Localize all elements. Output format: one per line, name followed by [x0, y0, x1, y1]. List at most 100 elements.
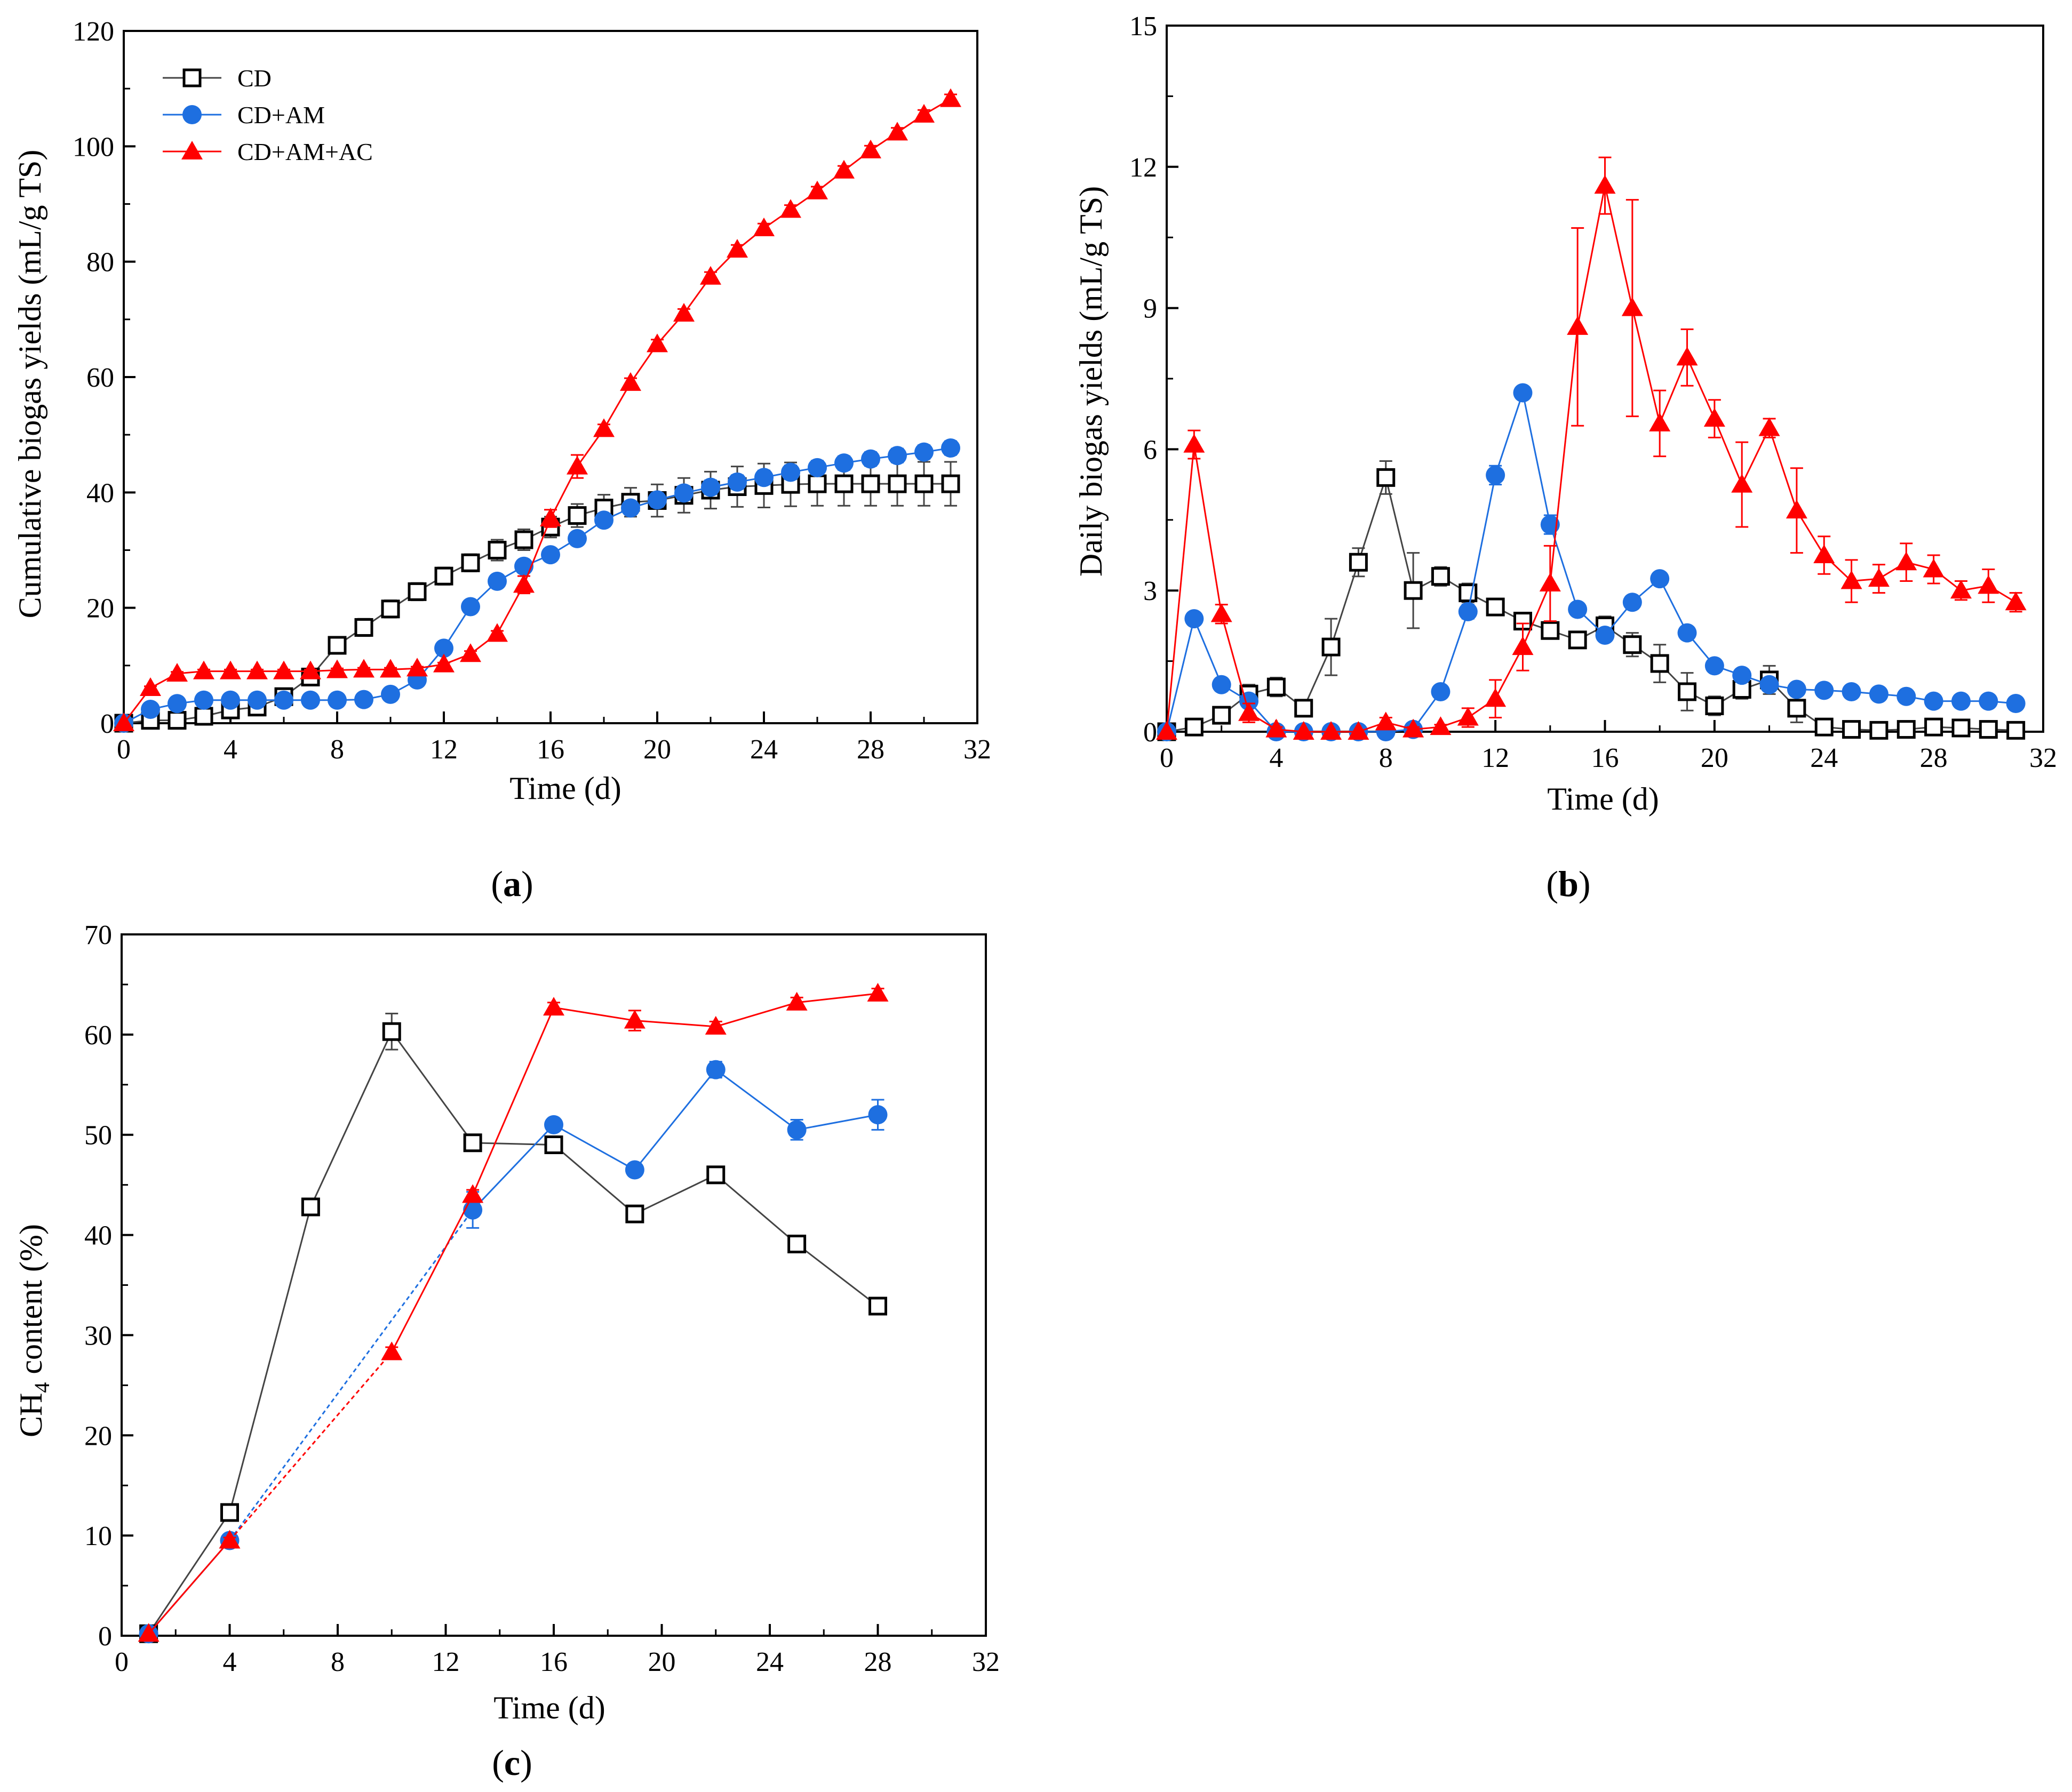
series-line-segment [1522, 583, 1551, 647]
series-line-segment [634, 1020, 716, 1028]
data-point [861, 449, 880, 469]
data-point [705, 1015, 727, 1035]
panel-b-ytick-label: 12 [1129, 153, 1157, 183]
data-point [1402, 718, 1424, 738]
data-point [888, 474, 907, 493]
data-point [220, 660, 241, 679]
series-line-segment [715, 1069, 798, 1131]
data-point [1678, 682, 1697, 701]
data-point [625, 1204, 644, 1223]
data-point [461, 553, 480, 572]
data-point [706, 1165, 726, 1185]
series-line-segment [1714, 418, 1743, 485]
data-point [1238, 702, 1260, 721]
panel-a-ytick-label: 80 [86, 247, 114, 278]
data-point [1212, 675, 1231, 694]
data-point [382, 1022, 401, 1041]
data-point [328, 690, 347, 710]
data-point [753, 217, 775, 236]
data-point [807, 180, 828, 199]
series-line-segment [796, 1243, 879, 1307]
data-point [2006, 694, 2026, 714]
panel-c-xtick-label: 0 [115, 1647, 129, 1677]
data-point [1212, 706, 1231, 725]
panel-c-ytick-label: 70 [84, 920, 112, 950]
data-point [1676, 347, 1698, 366]
panel-a-xtick-label: 0 [117, 734, 131, 765]
series-line-segment [553, 1124, 635, 1171]
series-line-segment [229, 1206, 312, 1513]
data-point [1842, 682, 1861, 701]
panel-a-xtick-label: 4 [224, 734, 237, 765]
panel-a-xtick-label: 12 [430, 734, 458, 765]
series-line-segment [229, 1351, 393, 1541]
data-point [1924, 717, 1943, 737]
series-line-segment [796, 1114, 878, 1131]
data-point [1951, 691, 1971, 711]
panel-a-xtick-label: 28 [857, 734, 884, 765]
data-point [701, 477, 720, 497]
data-point [274, 690, 293, 710]
panel-c-ytick-label: 30 [84, 1321, 112, 1351]
data-point [833, 159, 855, 179]
data-point [1787, 699, 1806, 718]
data-point [940, 88, 961, 107]
data-point [1183, 434, 1205, 453]
data-point [488, 571, 507, 591]
data-point [568, 529, 587, 548]
series-line-segment [715, 1174, 798, 1245]
panel-b-xtick-label: 20 [1701, 743, 1728, 773]
data-point [2005, 591, 2027, 611]
data-point [1486, 597, 1505, 617]
data-point [1950, 580, 1972, 599]
series-line-segment [1549, 326, 1579, 584]
data-point [354, 690, 373, 709]
data-point [647, 333, 668, 353]
data-point [544, 1115, 563, 1134]
data-point [381, 684, 400, 704]
data-point [674, 483, 694, 503]
data-point [2006, 721, 2026, 740]
data-point [408, 582, 427, 601]
data-point [328, 636, 347, 655]
data-point [1869, 721, 1888, 740]
data-point [1677, 623, 1697, 643]
data-point [787, 1234, 807, 1253]
data-point [1375, 711, 1397, 731]
data-point [168, 694, 187, 714]
panel-b-xtick-label: 32 [2029, 743, 2057, 773]
panel-b-series-cd [1157, 460, 2026, 741]
data-point [1349, 553, 1368, 572]
data-point [1703, 408, 1725, 427]
data-point [1513, 383, 1533, 403]
data-point [541, 545, 560, 565]
panel-c-ytick-label: 60 [84, 1020, 112, 1051]
panel-b-label: (b) [1546, 863, 1590, 904]
data-point [808, 474, 827, 493]
data-point [1540, 515, 1560, 534]
series-line-segment [634, 1174, 716, 1215]
data-point [861, 474, 880, 493]
series-line-segment [1166, 444, 1195, 732]
panel-c-ytick-label: 0 [98, 1621, 112, 1652]
data-point [620, 372, 641, 391]
panel-a-xtick-label: 8 [330, 734, 344, 765]
data-point [1787, 679, 1806, 699]
series-line-segment [1330, 562, 1359, 647]
data-point [540, 508, 561, 527]
data-point [1621, 297, 1643, 316]
panel-a-legend: CD CD+AM CD+AM+AC [163, 65, 373, 165]
panel-b-ylabel: Daily biogas yields (mL/g TS) [1073, 186, 1109, 577]
series-line-segment [1659, 578, 1688, 634]
data-point [353, 659, 374, 678]
data-point [1978, 575, 1999, 594]
data-point [194, 690, 213, 710]
data-point [220, 1503, 239, 1522]
data-point [488, 541, 507, 559]
data-point [1786, 500, 1807, 519]
panel-c-xlabel: Time (d) [493, 1690, 605, 1725]
panel-b-ytick-label: 9 [1143, 294, 1157, 324]
data-point [1210, 603, 1232, 622]
data-point [913, 103, 935, 123]
series-line-segment [1440, 611, 1469, 692]
